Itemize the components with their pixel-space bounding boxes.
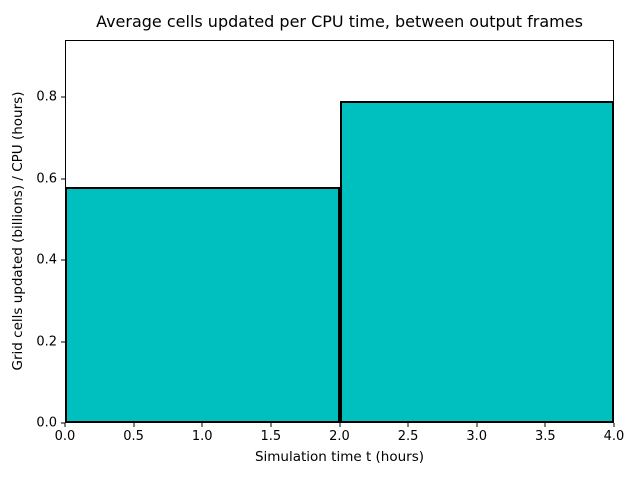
y-tick-label: 0.6 [36,171,57,187]
x-tick-label: 1.5 [260,429,282,444]
x-tick-label: 0.0 [54,429,76,444]
x-tick-mark [476,423,478,427]
x-tick-mark [407,423,409,427]
y-tick-mark [61,341,65,342]
x-tick-mark [201,423,203,427]
y-tick-label: 0.4 [36,252,57,268]
y-tick-mark [61,259,65,261]
x-tick-mark [64,423,66,427]
y-tick-mark [61,96,65,98]
histogram-bar [65,186,340,423]
x-tick-label: 3.5 [535,429,556,444]
x-tick-mark [133,423,135,427]
x-tick-label: 3.0 [466,429,488,444]
x-tick-mark [613,423,615,427]
y-tick-label: 0.2 [36,334,57,349]
x-tick-label: 0.5 [123,429,144,444]
x-tick-label: 4.0 [603,429,625,444]
y-axis-label: Grid cells updated (billions) / CPU (hou… [10,91,26,371]
x-tick-mark [270,423,272,427]
y-tick-mark [61,422,65,424]
y-tick-label: 0.0 [36,415,57,431]
x-axis-label: Simulation time t (hours) [254,449,425,465]
histogram-bar [339,101,614,423]
x-tick-mark [544,423,546,427]
x-tick-label: 2.0 [329,429,350,444]
x-tick-mark [339,423,340,427]
y-tick-label: 0.8 [36,89,57,105]
chart-title: Average cells updated per CPU time, betw… [96,12,583,31]
x-tick-label: 2.5 [397,429,419,444]
plot-area: 0.0 0.5 1.0 1.5 2.0 2.5 3.0 3.5 4.0 0.0 0.2 0.4 0.6 0… [36,40,624,444]
x-tick-label: 1.0 [191,429,213,444]
y-tick-mark [61,178,65,180]
